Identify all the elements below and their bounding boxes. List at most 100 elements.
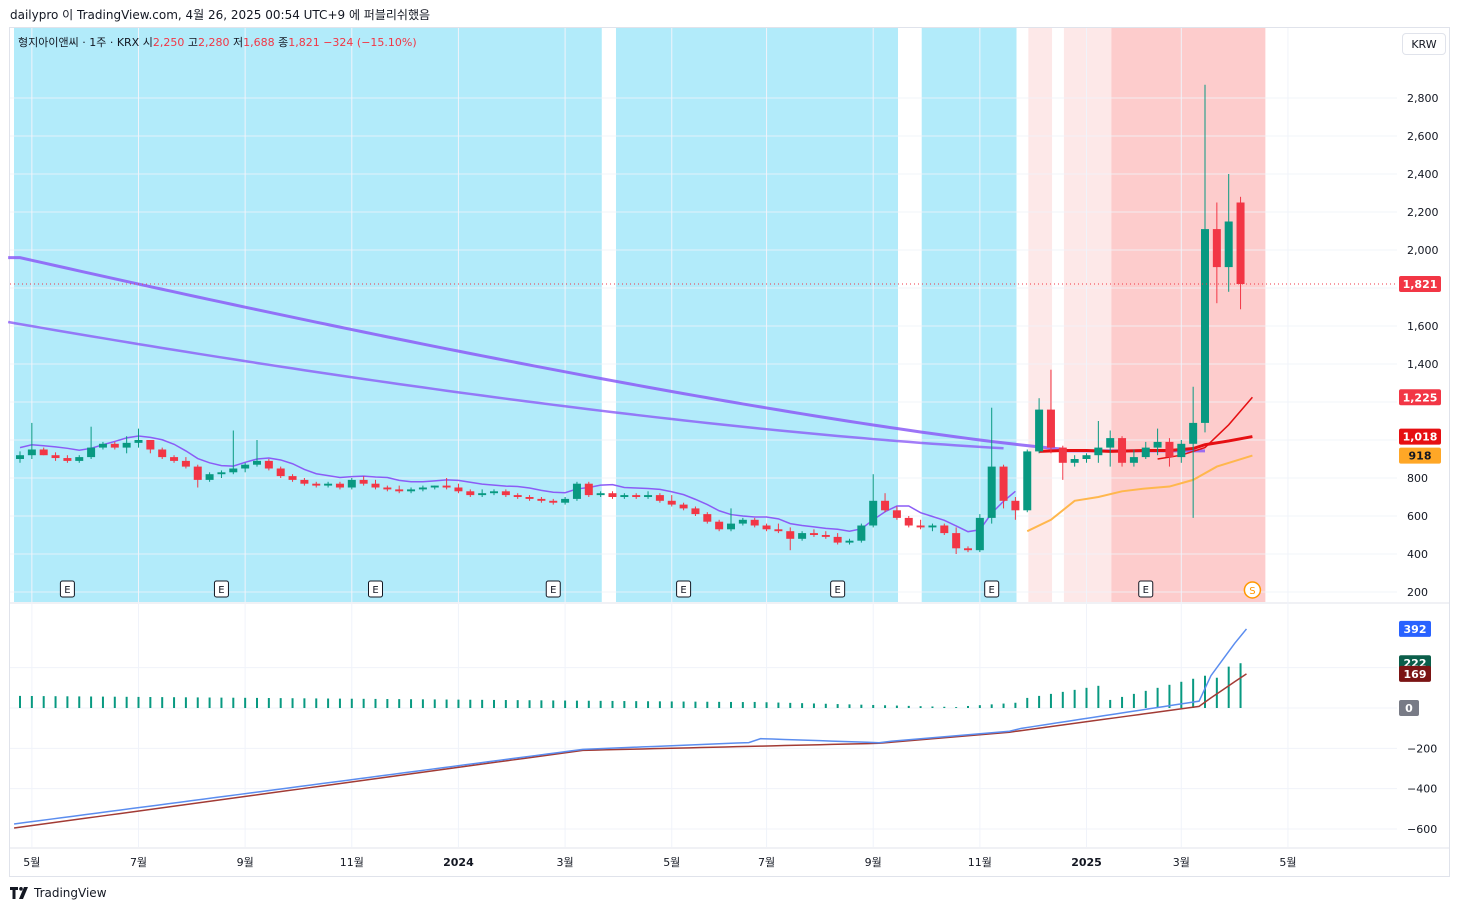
currency-button[interactable]: KRW	[1402, 33, 1446, 55]
earnings-marker: E	[368, 580, 383, 598]
candle-body	[442, 485, 451, 488]
osc-bar	[753, 701, 756, 708]
candle-body	[655, 495, 664, 501]
osc-bar	[125, 696, 128, 708]
osc-bar	[647, 701, 650, 708]
osc-bar	[990, 704, 993, 708]
candle-body	[952, 533, 961, 549]
candle-body	[584, 483, 593, 496]
price-axis-label: 600	[1407, 510, 1428, 523]
osc-bar	[161, 697, 164, 708]
candle-body	[667, 500, 676, 505]
candle-body	[1177, 443, 1186, 458]
osc-bar	[1121, 696, 1124, 708]
publish-header: dailypro 이 TradingView.com, 4월 26, 2025 …	[10, 8, 431, 22]
bg-zone-red	[1111, 28, 1266, 602]
legend-high-label: 고	[187, 36, 198, 49]
candle-body	[27, 449, 36, 456]
earnings-marker: E	[545, 580, 561, 598]
candle-body	[75, 457, 84, 461]
legend-change: −324 (−15.10%)	[323, 36, 417, 49]
osc-bar	[279, 698, 282, 708]
osc-signal-line	[13, 673, 1247, 829]
bg-zone-blue	[921, 28, 1017, 602]
osc-bar	[196, 697, 199, 708]
bg-zone-blue	[615, 28, 899, 602]
candle-body	[158, 449, 167, 458]
ma-orange-line	[1026, 454, 1253, 533]
osc-bar	[42, 696, 45, 708]
candle-body	[335, 483, 344, 488]
legend-high: 2,280	[197, 36, 230, 49]
osc-bar	[978, 705, 981, 708]
osc-bar	[374, 698, 377, 708]
candle-body	[987, 466, 996, 518]
candle-body	[821, 535, 830, 537]
candle-body	[703, 514, 712, 522]
osc-main-line	[13, 628, 1248, 825]
osc-bar	[575, 700, 578, 708]
time-axis-label: 3월	[557, 856, 574, 869]
candle-body	[537, 498, 546, 501]
osc-bar	[1073, 689, 1076, 708]
candle-body	[679, 504, 688, 509]
candle-body	[288, 476, 297, 480]
earnings-marker-label: E	[64, 585, 70, 596]
candle-body	[63, 458, 72, 461]
candle-body	[1070, 459, 1079, 463]
candle-body	[229, 468, 238, 473]
osc-bar	[540, 700, 543, 708]
osc-bar	[587, 700, 590, 708]
osc-axis-label: −200	[1407, 742, 1437, 755]
osc-bar	[1085, 687, 1088, 708]
osc-badge	[1399, 620, 1431, 637]
osc-bar	[552, 700, 555, 708]
osc-bar	[931, 706, 934, 708]
osc-bar	[398, 699, 401, 708]
candle-body	[122, 442, 131, 448]
dividend-marker-label: S	[1249, 586, 1255, 597]
candle-body	[632, 495, 641, 497]
price-badge	[1399, 428, 1441, 445]
earnings-marker-box	[368, 580, 383, 598]
osc-bar	[303, 698, 306, 708]
osc-bar	[457, 699, 460, 708]
candle-body	[170, 457, 179, 461]
candle-body	[347, 479, 356, 488]
candle-body	[1035, 409, 1044, 452]
osc-bar	[504, 700, 507, 708]
candle-body	[750, 519, 759, 526]
candle-body	[1141, 447, 1150, 458]
price-axis-label: 2,200	[1407, 206, 1439, 219]
candle-body	[430, 485, 439, 488]
osc-bar	[872, 704, 875, 708]
osc-bar	[1168, 684, 1171, 708]
candle-body	[549, 500, 558, 503]
candle-body	[525, 497, 534, 499]
osc-bar	[232, 697, 235, 708]
osc-bar	[1026, 697, 1029, 708]
candle-body	[193, 466, 202, 480]
price-axis-label: 2,000	[1407, 244, 1439, 257]
osc-bar	[1239, 663, 1242, 708]
osc-bar	[718, 701, 721, 708]
candle-body	[1224, 221, 1233, 268]
candle-body	[869, 500, 878, 526]
osc-bar	[66, 696, 69, 708]
candle-body	[264, 460, 273, 469]
candle-body	[774, 529, 783, 532]
candle-body	[1212, 229, 1221, 268]
osc-bar	[1038, 695, 1041, 708]
time-axis-label: 2025	[1071, 856, 1102, 869]
osc-bar	[741, 702, 744, 708]
osc-bar	[1192, 678, 1195, 708]
osc-bar	[564, 700, 567, 708]
legend-open-label: 시	[142, 36, 153, 49]
candle-body	[98, 443, 107, 448]
osc-bar	[919, 706, 922, 708]
osc-bar	[433, 699, 436, 708]
price-badge	[1399, 447, 1441, 464]
price-axis-label: 400	[1407, 548, 1428, 561]
osc-axis-label: −400	[1407, 783, 1437, 796]
